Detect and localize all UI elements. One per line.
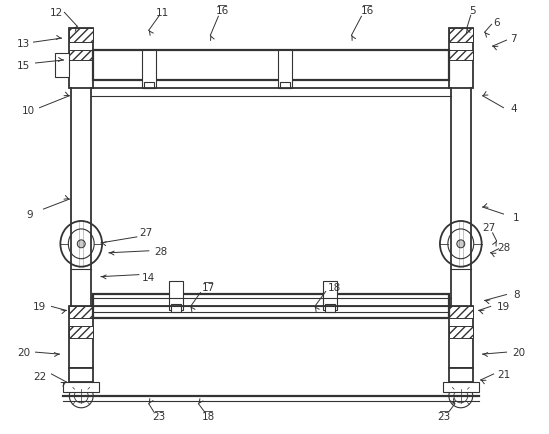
Text: 11: 11	[156, 8, 169, 18]
Text: 28: 28	[154, 246, 167, 256]
Circle shape	[457, 240, 465, 248]
Bar	[144, 82, 154, 89]
Bar	[449, 307, 473, 368]
Bar	[278, 51, 292, 89]
Text: 20: 20	[512, 347, 525, 357]
Text: 27: 27	[139, 227, 153, 237]
Bar	[93, 295, 449, 319]
Bar	[69, 51, 93, 61]
Text: 16: 16	[361, 7, 374, 16]
Text: 16: 16	[216, 7, 229, 16]
Circle shape	[449, 384, 473, 408]
Circle shape	[454, 389, 468, 403]
Ellipse shape	[68, 230, 94, 259]
Circle shape	[74, 389, 88, 403]
Bar	[280, 82, 290, 89]
Text: 14: 14	[142, 272, 155, 282]
Bar	[324, 305, 334, 312]
Text: 8: 8	[513, 290, 520, 300]
Bar	[449, 51, 473, 61]
Bar	[449, 368, 473, 382]
Text: 22: 22	[33, 371, 46, 381]
Bar	[69, 307, 93, 368]
Text: 23: 23	[438, 411, 451, 421]
Bar	[93, 51, 449, 81]
Circle shape	[69, 384, 93, 408]
Text: 5: 5	[469, 7, 476, 16]
Bar	[449, 307, 473, 319]
Bar	[63, 382, 99, 392]
Text: 20: 20	[17, 347, 30, 357]
Text: 19: 19	[497, 302, 510, 312]
Text: 13: 13	[17, 39, 30, 49]
Circle shape	[77, 240, 85, 248]
Text: 18: 18	[202, 411, 215, 421]
Text: 19: 19	[33, 302, 46, 312]
Bar	[142, 51, 156, 89]
Text: 18: 18	[328, 282, 341, 292]
Text: 27: 27	[482, 222, 495, 232]
Text: 23: 23	[152, 411, 165, 421]
Ellipse shape	[60, 221, 102, 267]
Bar	[69, 326, 93, 339]
Bar	[169, 281, 183, 311]
Bar	[55, 54, 69, 78]
Text: 1: 1	[513, 213, 520, 223]
Bar	[69, 368, 93, 382]
Ellipse shape	[448, 230, 474, 259]
Text: 17: 17	[202, 282, 215, 292]
Text: 21: 21	[497, 369, 510, 379]
Text: 9: 9	[26, 210, 33, 220]
Text: 12: 12	[50, 8, 63, 18]
Text: 6: 6	[493, 18, 500, 28]
Bar	[69, 307, 93, 319]
Bar	[449, 29, 473, 43]
Bar	[443, 382, 479, 392]
Bar	[449, 326, 473, 339]
Text: 15: 15	[17, 61, 30, 71]
Ellipse shape	[440, 221, 481, 267]
Text: 4: 4	[510, 103, 517, 113]
Bar	[69, 29, 93, 43]
Bar	[69, 29, 93, 89]
Text: 7: 7	[510, 34, 517, 44]
Text: 10: 10	[22, 105, 35, 115]
Bar	[323, 281, 337, 311]
Text: 28: 28	[497, 242, 510, 252]
Bar	[171, 305, 181, 312]
Bar	[449, 29, 473, 89]
